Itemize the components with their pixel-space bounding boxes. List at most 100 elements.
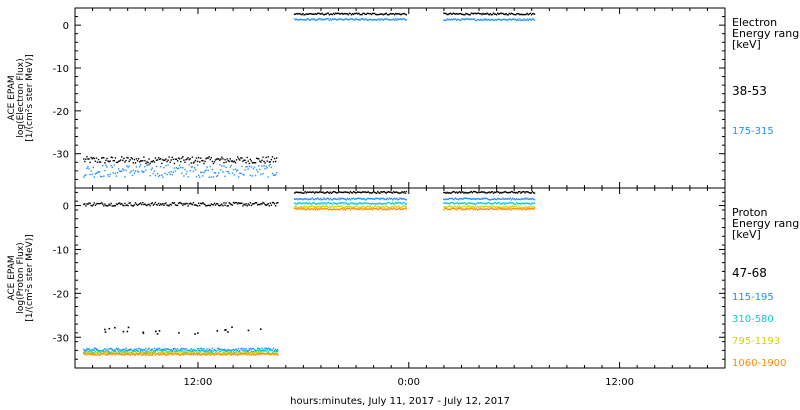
data-point <box>327 18 330 20</box>
data-point <box>456 208 459 210</box>
data-point <box>154 174 157 177</box>
data-point <box>191 352 194 355</box>
data-point <box>455 12 458 15</box>
data-point <box>463 197 465 200</box>
data-point <box>239 172 241 174</box>
data-point <box>447 198 449 201</box>
data-point <box>483 206 485 208</box>
data-point <box>97 354 100 356</box>
data-point <box>209 349 211 351</box>
data-point <box>144 349 146 351</box>
data-point <box>342 206 344 209</box>
data-point <box>267 347 269 350</box>
data-point <box>208 176 210 178</box>
data-point <box>270 166 273 169</box>
data-point <box>171 350 174 352</box>
data-point <box>210 351 213 353</box>
data-point <box>447 19 449 21</box>
data-point <box>323 207 325 210</box>
data-point <box>356 205 358 207</box>
data-point <box>116 203 119 206</box>
data-point <box>483 13 485 15</box>
data-point <box>209 351 211 353</box>
data-point <box>206 166 208 168</box>
data-point <box>450 207 452 210</box>
data-point <box>491 191 494 193</box>
data-point <box>202 159 204 162</box>
data-point <box>466 208 468 210</box>
data-point <box>395 198 397 200</box>
data-point <box>368 206 371 208</box>
data-point <box>224 204 226 206</box>
data-point <box>220 348 222 351</box>
data-point <box>180 350 182 352</box>
data-point <box>495 14 498 16</box>
data-point <box>86 354 88 356</box>
data-point <box>264 203 266 206</box>
data-point <box>368 203 371 205</box>
data-point <box>221 156 223 158</box>
data-point <box>486 205 488 208</box>
data-point <box>443 209 445 211</box>
data-point <box>501 19 503 21</box>
data-point <box>193 204 196 206</box>
data-point <box>306 18 308 20</box>
data-point <box>301 206 303 209</box>
data-point <box>214 351 217 354</box>
data-point <box>146 161 148 163</box>
data-point <box>166 354 168 356</box>
data-point <box>210 353 213 356</box>
data-point <box>519 18 521 20</box>
data-point <box>235 170 238 172</box>
data-point <box>150 168 152 171</box>
data-point <box>181 347 183 350</box>
data-point <box>122 353 124 356</box>
data-point <box>476 205 479 208</box>
data-point <box>311 205 314 207</box>
data-point <box>322 208 324 210</box>
data-point <box>519 207 521 210</box>
data-point <box>162 352 164 355</box>
data-point <box>372 207 375 210</box>
data-point <box>366 202 369 204</box>
data-point <box>303 14 305 16</box>
data-point <box>308 19 311 21</box>
data-point <box>223 352 225 355</box>
data-point <box>350 206 353 209</box>
data-point <box>164 349 166 351</box>
data-point <box>244 353 246 356</box>
data-point <box>389 206 392 209</box>
data-point <box>475 12 478 15</box>
data-point <box>156 348 159 350</box>
data-point <box>106 353 108 356</box>
data-point <box>112 205 114 207</box>
data-point <box>302 192 304 194</box>
data-point <box>460 19 462 22</box>
data-point <box>298 12 300 15</box>
data-point <box>403 198 405 200</box>
data-point <box>183 159 185 161</box>
data-point <box>84 351 86 353</box>
legend-entry: 175-315 <box>732 126 774 137</box>
legend-title: Energy ranges <box>732 27 800 40</box>
data-point <box>318 12 320 14</box>
data-point <box>147 164 149 166</box>
data-point <box>265 204 267 207</box>
data-point <box>144 166 146 168</box>
data-point <box>200 157 202 159</box>
data-point-outlier <box>247 329 250 332</box>
data-point <box>491 198 494 201</box>
data-point <box>342 19 344 21</box>
data-point <box>482 191 484 194</box>
data-point <box>446 13 448 16</box>
data-point <box>258 350 260 352</box>
data-point <box>523 198 525 200</box>
series-310-580 <box>83 201 536 354</box>
data-point <box>240 157 242 159</box>
data-point <box>196 351 199 354</box>
data-point <box>377 205 379 208</box>
data-point <box>503 191 505 193</box>
data-point <box>240 202 242 204</box>
data-point <box>297 198 299 201</box>
data-point <box>176 204 179 207</box>
